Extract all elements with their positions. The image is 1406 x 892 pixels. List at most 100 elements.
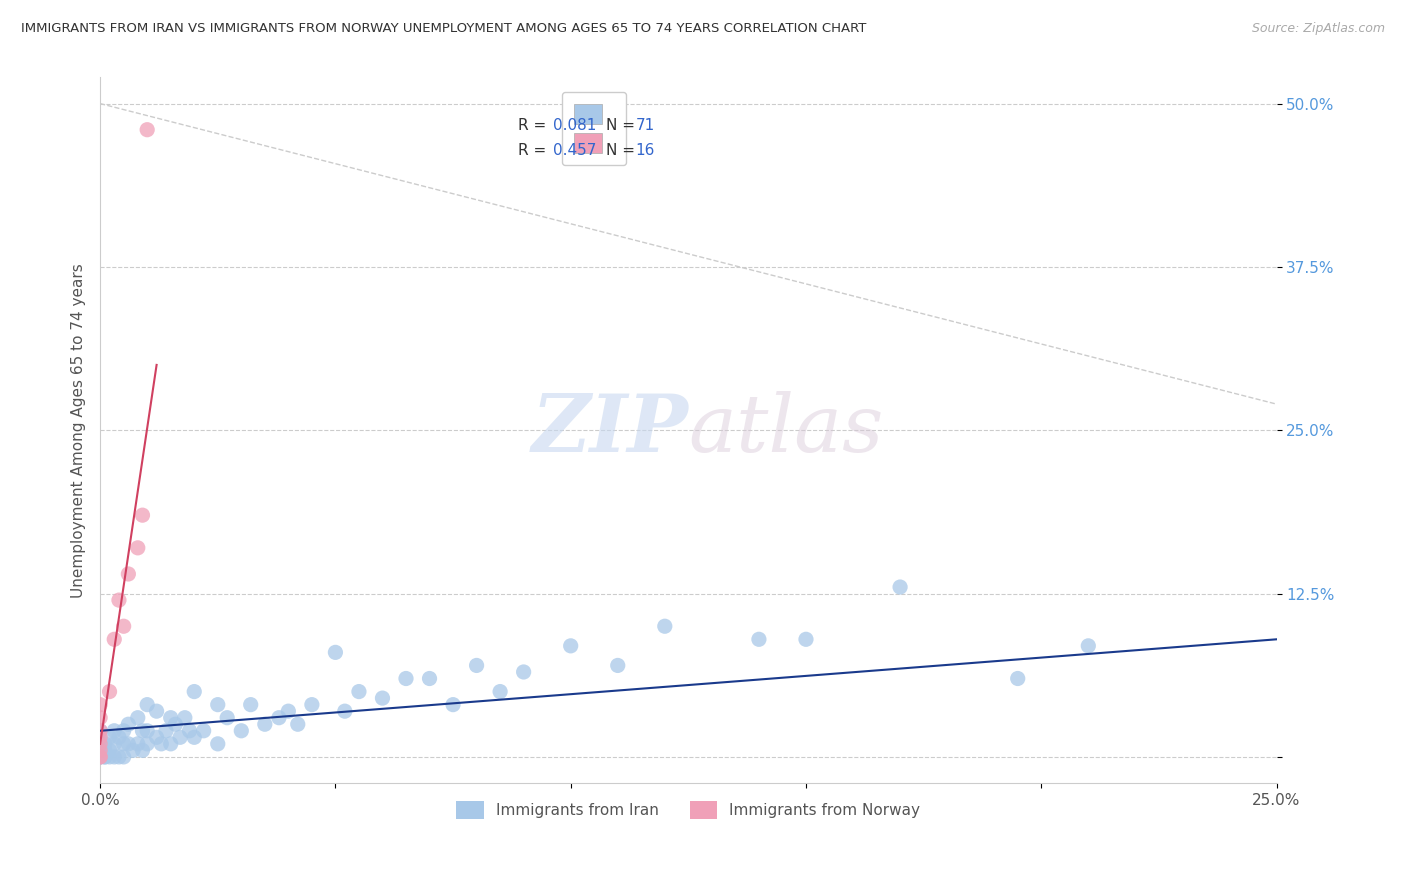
Point: [136, 698, 159, 712]
Point: [108, 750, 131, 764]
Point: [159, 737, 181, 751]
Text: N =: N =: [606, 143, 640, 158]
Legend: Immigrants from Iran, Immigrants from Norway: Immigrants from Iran, Immigrants from No…: [450, 795, 927, 825]
Point: [169, 731, 191, 745]
Point: [136, 122, 159, 136]
Point: [267, 711, 290, 725]
Point: [889, 580, 911, 594]
Text: R =: R =: [517, 143, 551, 158]
Text: ZIP: ZIP: [531, 392, 689, 469]
Text: 0.457: 0.457: [553, 143, 596, 158]
Point: [287, 717, 309, 731]
Point: [183, 684, 205, 698]
Point: [325, 645, 347, 659]
Point: [441, 698, 464, 712]
Point: [165, 717, 187, 731]
Point: [239, 698, 262, 712]
Point: [512, 665, 534, 679]
Point: [117, 737, 139, 751]
Text: N =: N =: [606, 119, 640, 134]
Point: [89, 711, 111, 725]
Point: [145, 704, 167, 718]
Point: [89, 723, 111, 738]
Point: [159, 711, 181, 725]
Point: [127, 711, 149, 725]
Point: [112, 723, 135, 738]
Text: atlas: atlas: [689, 392, 884, 469]
Point: [418, 672, 440, 686]
Point: [103, 632, 125, 647]
Point: [131, 508, 153, 523]
Text: Source: ZipAtlas.com: Source: ZipAtlas.com: [1251, 22, 1385, 36]
Point: [117, 717, 139, 731]
Point: [253, 717, 276, 731]
Point: [89, 743, 111, 757]
Point: [89, 723, 111, 738]
Point: [103, 750, 125, 764]
Point: [395, 672, 418, 686]
Point: [98, 731, 121, 745]
Text: IMMIGRANTS FROM IRAN VS IMMIGRANTS FROM NORWAY UNEMPLOYMENT AMONG AGES 65 TO 74 : IMMIGRANTS FROM IRAN VS IMMIGRANTS FROM …: [21, 22, 866, 36]
Point: [89, 750, 111, 764]
Point: [112, 750, 135, 764]
Point: [173, 711, 195, 725]
Point: [183, 731, 205, 745]
Point: [207, 698, 229, 712]
Point: [231, 723, 253, 738]
Point: [217, 711, 239, 725]
Point: [560, 639, 582, 653]
Point: [122, 743, 145, 757]
Point: [108, 593, 131, 607]
Point: [103, 723, 125, 738]
Point: [103, 737, 125, 751]
Y-axis label: Unemployment Among Ages 65 to 74 years: Unemployment Among Ages 65 to 74 years: [72, 263, 86, 598]
Point: [94, 743, 117, 757]
Point: [277, 704, 299, 718]
Point: [89, 698, 111, 712]
Point: [98, 743, 121, 757]
Point: [136, 723, 159, 738]
Point: [179, 723, 201, 738]
Point: [131, 723, 153, 738]
Point: [108, 731, 131, 745]
Point: [98, 684, 121, 698]
Point: [748, 632, 770, 647]
Point: [207, 737, 229, 751]
Text: R =: R =: [517, 119, 551, 134]
Point: [489, 684, 512, 698]
Point: [89, 750, 111, 764]
Point: [465, 658, 488, 673]
Point: [301, 698, 323, 712]
Point: [193, 723, 215, 738]
Point: [127, 541, 149, 555]
Point: [89, 737, 111, 751]
Point: [112, 737, 135, 751]
Point: [1077, 639, 1099, 653]
Text: 0.081: 0.081: [553, 119, 596, 134]
Point: [145, 731, 167, 745]
Point: [94, 750, 117, 764]
Point: [89, 737, 111, 751]
Text: 71: 71: [636, 119, 655, 134]
Text: 16: 16: [636, 143, 655, 158]
Point: [98, 750, 121, 764]
Point: [94, 737, 117, 751]
Point: [155, 723, 177, 738]
Point: [654, 619, 676, 633]
Point: [371, 691, 394, 706]
Point: [112, 619, 135, 633]
Point: [347, 684, 370, 698]
Point: [89, 750, 111, 764]
Point: [94, 750, 117, 764]
Point: [131, 743, 153, 757]
Point: [606, 658, 628, 673]
Point: [89, 731, 111, 745]
Point: [333, 704, 356, 718]
Point: [150, 737, 173, 751]
Point: [117, 566, 139, 581]
Point: [127, 737, 149, 751]
Point: [89, 750, 111, 764]
Point: [794, 632, 817, 647]
Point: [89, 743, 111, 757]
Point: [1007, 672, 1029, 686]
